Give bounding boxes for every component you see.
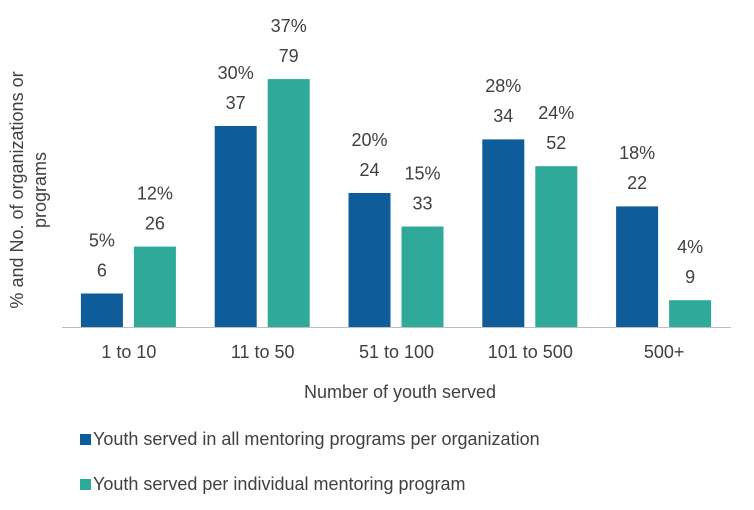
bar [133, 246, 176, 327]
x-tick-label: 11 to 50 [231, 342, 295, 362]
bar [267, 79, 310, 327]
count-label: 52 [546, 133, 566, 153]
x-tick-label: 1 to 10 [101, 342, 156, 362]
value-label: 30% [218, 63, 254, 83]
bar [535, 166, 578, 327]
x-axis-label: Number of youth served [304, 382, 496, 402]
count-label: 33 [412, 193, 432, 213]
legend-swatch [80, 434, 91, 445]
count-label: 24 [359, 160, 379, 180]
x-tick-label: 500+ [644, 342, 685, 362]
bar [616, 206, 659, 327]
count-label: 6 [97, 260, 107, 280]
count-label: 34 [493, 106, 513, 126]
value-label: 4% [677, 237, 703, 257]
count-label: 37 [226, 93, 246, 113]
value-label: 15% [404, 163, 440, 183]
bar [214, 126, 257, 327]
bar [669, 300, 712, 327]
value-label: 20% [351, 130, 387, 150]
value-label: 37% [271, 16, 307, 36]
value-label: 18% [619, 143, 655, 163]
y-axis-label: programs [30, 152, 50, 228]
x-tick-label: 101 to 500 [488, 342, 573, 362]
value-label: 12% [137, 183, 173, 203]
legend-label: Youth served per individual mentoring pr… [93, 474, 466, 494]
value-label: 24% [538, 103, 574, 123]
y-axis-label: % and No. of organizations or [7, 71, 27, 308]
bar [80, 293, 123, 327]
count-label: 22 [627, 173, 647, 193]
bar [401, 226, 444, 327]
bar [348, 193, 391, 327]
value-label: 5% [89, 230, 115, 250]
legend-label: Youth served in all mentoring programs p… [93, 429, 540, 449]
legend-swatch [80, 479, 91, 490]
x-tick-label: 51 to 100 [359, 342, 434, 362]
count-label: 26 [145, 213, 165, 233]
value-label: 28% [485, 76, 521, 96]
count-label: 9 [685, 267, 695, 287]
count-label: 79 [279, 46, 299, 66]
bar [482, 139, 525, 327]
